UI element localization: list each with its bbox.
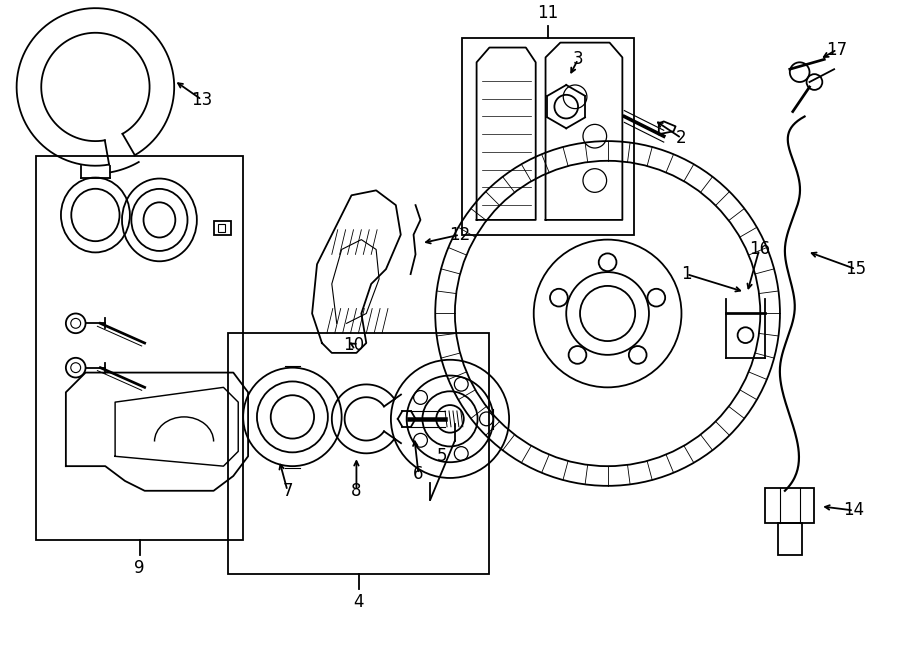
- Bar: [229, 333, 490, 574]
- Bar: [462, 38, 634, 235]
- Text: 9: 9: [134, 559, 145, 576]
- Text: 14: 14: [843, 502, 864, 520]
- Text: 8: 8: [351, 482, 362, 500]
- Text: 7: 7: [283, 482, 293, 500]
- Text: 2: 2: [676, 129, 687, 147]
- Text: 5: 5: [436, 447, 447, 465]
- Text: 15: 15: [845, 260, 867, 278]
- Bar: [213, 221, 231, 235]
- Bar: [765, 488, 814, 524]
- Bar: [778, 524, 802, 555]
- Text: 4: 4: [354, 593, 364, 611]
- Bar: [218, 224, 225, 232]
- Text: 12: 12: [449, 225, 471, 244]
- Text: 17: 17: [826, 40, 848, 59]
- Bar: [36, 156, 243, 540]
- Text: 13: 13: [191, 91, 212, 109]
- Text: 11: 11: [537, 4, 559, 22]
- Text: 1: 1: [681, 265, 692, 283]
- Text: 3: 3: [572, 50, 583, 68]
- Text: 6: 6: [413, 465, 424, 483]
- Text: 16: 16: [749, 241, 770, 258]
- Text: 10: 10: [343, 336, 364, 354]
